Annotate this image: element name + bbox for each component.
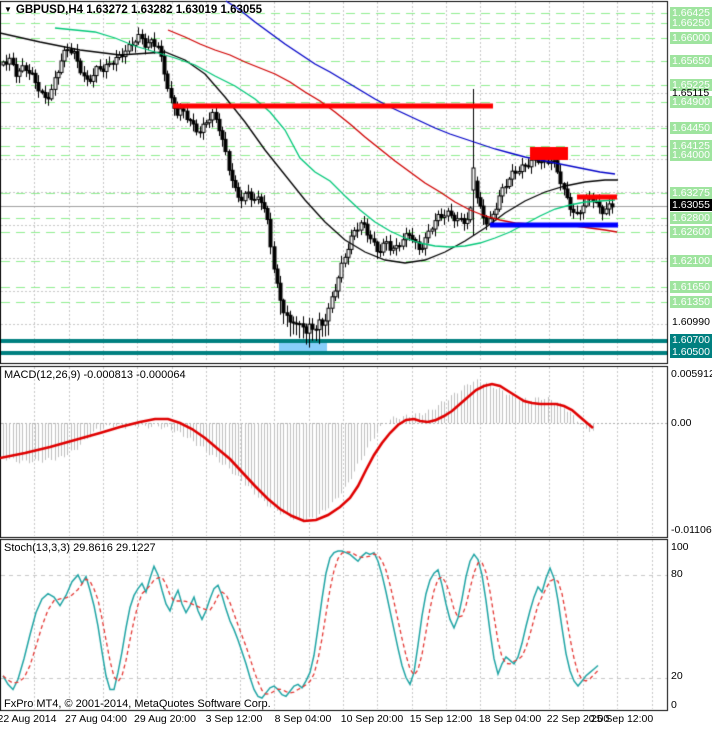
current-price-label: 1.63055 xyxy=(670,199,712,211)
price-level-label: 1.62100 xyxy=(670,255,712,267)
macd-scale-label: 0.005912 xyxy=(671,368,712,380)
stoch-scale-label: 20 xyxy=(671,670,683,682)
time-axis-label: 27 Aug 04:00 xyxy=(65,713,127,725)
price-level-label: 1.66000 xyxy=(670,32,712,44)
price-level-label: 1.63275 xyxy=(670,187,712,199)
symbol-ohlc-text: GBPUSD,H4 1.63272 1.63282 1.63019 1.6305… xyxy=(15,4,263,16)
price-level-label: 1.64450 xyxy=(670,122,712,134)
price-level-label: 1.66250 xyxy=(670,17,712,29)
time-axis-label: 3 Sep 12:00 xyxy=(205,713,263,725)
axis-price-label: 1.60990 xyxy=(672,316,710,328)
price-level-label: 1.65225 xyxy=(670,79,712,91)
price-level-label: 1.64900 xyxy=(670,96,712,108)
time-axis-label: 10 Sep 20:00 xyxy=(340,713,404,725)
price-level-label: 1.65650 xyxy=(670,55,712,67)
support-level-label: 1.60500 xyxy=(670,346,712,358)
macd-scale-label: -0.011069 xyxy=(671,524,712,536)
stoch-indicator-label: Stoch(13,3,3) 29.8616 29.1227 xyxy=(4,542,156,554)
time-axis-label: 22 Aug 2014 xyxy=(0,713,57,725)
time-axis-label: 15 Sep 12:00 xyxy=(409,713,473,725)
time-axis-label: 18 Sep 04:00 xyxy=(478,713,542,725)
macd-indicator-label: MACD(12,26,9) -0.000813 -0.000064 xyxy=(4,369,186,381)
stoch-scale-label: 0 xyxy=(671,699,677,711)
stoch-scale-label: 80 xyxy=(671,568,683,580)
time-axis-label: 22 Sep 20:00 xyxy=(546,713,610,725)
chart-title: ▼ GBPUSD,H4 1.63272 1.63282 1.63019 1.630… xyxy=(4,4,262,16)
axis-price-label: 1.65115 xyxy=(672,87,710,99)
price-level-label: 1.64000 xyxy=(670,149,712,161)
time-axis-label: 25 Sep 12:00 xyxy=(590,713,654,725)
macd-scale-label: 0.00 xyxy=(671,417,692,429)
stoch-scale-label: 100 xyxy=(671,541,689,553)
time-axis-label: 8 Sep 04:00 xyxy=(274,713,332,725)
price-level-label: 1.62600 xyxy=(670,226,712,238)
price-level-label: 1.61650 xyxy=(670,281,712,293)
price-level-label: 1.62800 xyxy=(670,212,712,224)
copyright-text: FxPro MT4, © 2001-2014, MetaQuotes Softw… xyxy=(4,698,271,710)
price-level-label: 1.61350 xyxy=(670,296,712,308)
chevron-down-icon[interactable]: ▼ xyxy=(4,5,12,14)
support-level-label: 1.60700 xyxy=(670,334,712,346)
time-axis-label: 29 Aug 20:00 xyxy=(134,713,196,725)
price-level-label: 1.66425 xyxy=(670,7,712,19)
